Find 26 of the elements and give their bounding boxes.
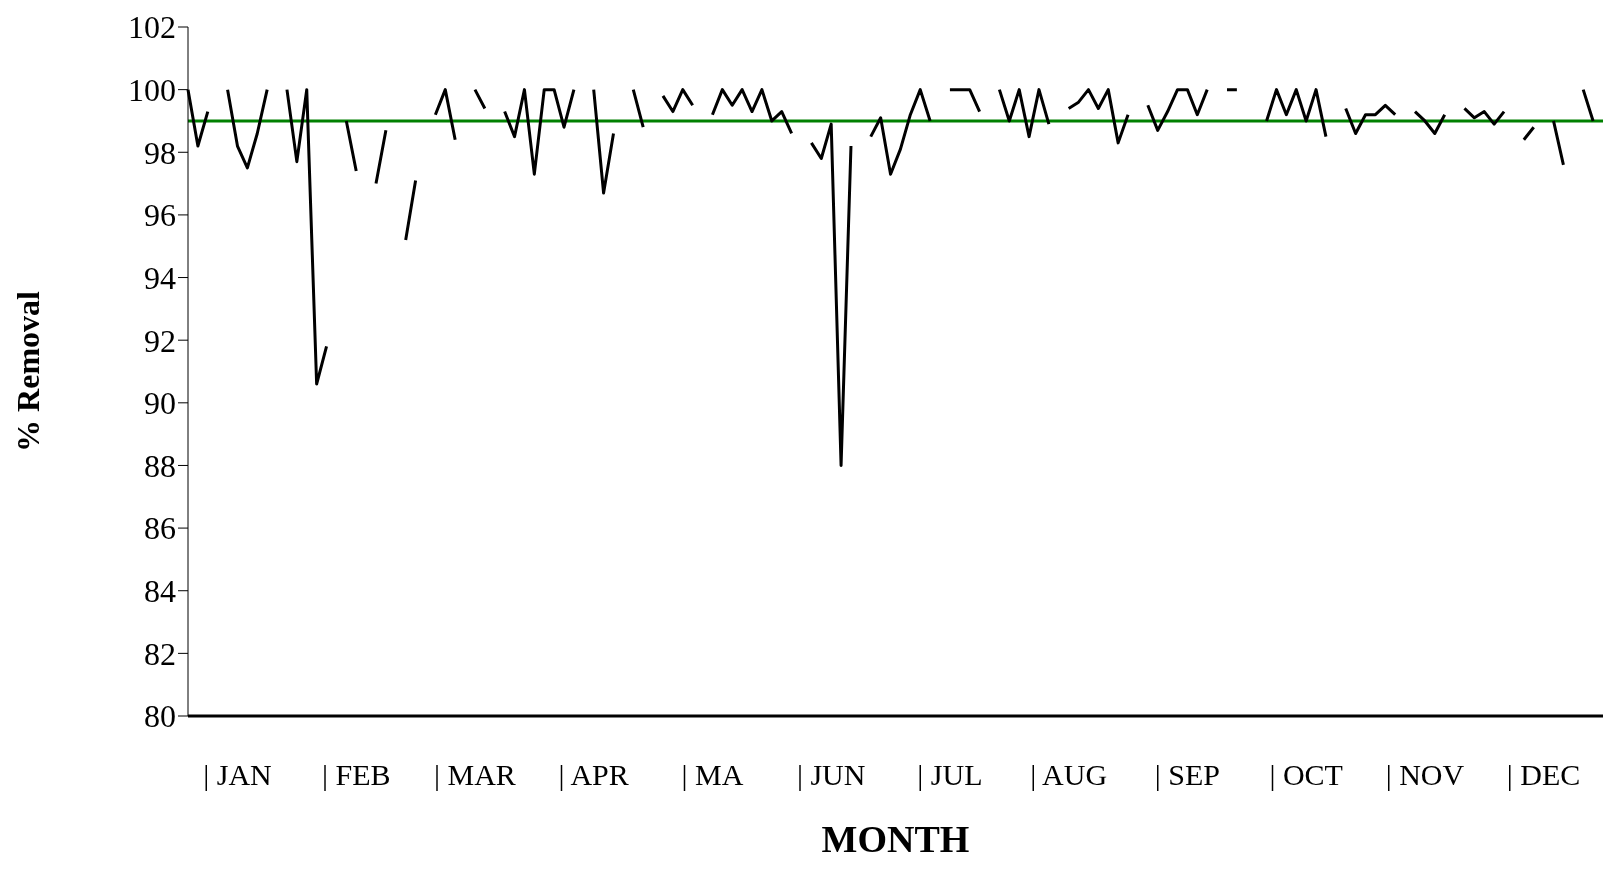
x-tick-label: | MA: [681, 758, 744, 792]
x-tick-label: | APR: [558, 758, 629, 792]
x-tick-label: | DEC: [1506, 758, 1581, 792]
x-tick-label: | FEB: [321, 758, 391, 792]
y-tick-label: 84: [144, 573, 176, 610]
x-tick-label: | JUL: [917, 758, 983, 792]
x-tick-label: | JUN: [796, 758, 866, 792]
y-tick-label: 96: [144, 197, 176, 234]
x-tick-label: | SEP: [1154, 758, 1221, 792]
x-tick-label: | JAN: [203, 758, 272, 792]
x-axis-title: MONTH: [821, 818, 970, 860]
x-tick-label: | NOV: [1385, 758, 1465, 792]
y-tick-label: 90: [144, 385, 176, 422]
y-tick-label: 98: [144, 134, 176, 171]
x-tick-label: | OCT: [1269, 758, 1343, 792]
x-tick-label: | AUG: [1030, 758, 1108, 792]
y-tick-label: 92: [144, 322, 176, 359]
x-tick-label: | MAR: [434, 758, 516, 792]
y-tick-label: 100: [128, 72, 176, 108]
y-tick-label: 82: [144, 635, 176, 672]
y-tick-label: 80: [144, 698, 176, 735]
y-tick-label: 86: [144, 510, 176, 547]
y-tick-label: 94: [144, 259, 176, 296]
y-tick-label: 102: [128, 9, 176, 46]
y-axis-title: % Removal: [10, 290, 47, 452]
y-tick-label: 88: [144, 447, 176, 484]
